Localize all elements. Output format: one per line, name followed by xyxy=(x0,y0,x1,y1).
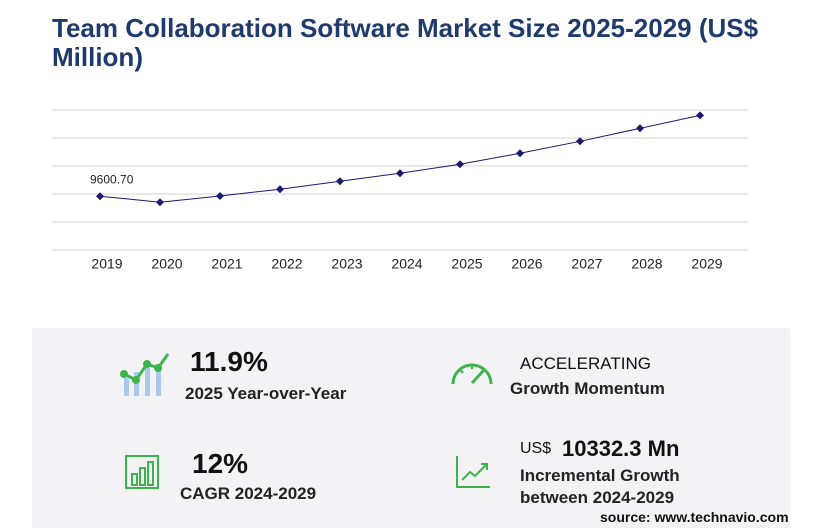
momentum-label: Growth Momentum xyxy=(510,379,665,398)
point xyxy=(276,185,284,194)
point xyxy=(576,137,584,146)
point xyxy=(156,198,164,207)
value-label: 9600.70 xyxy=(90,172,134,186)
growth-icon xyxy=(456,456,490,488)
cagr-value: 12% xyxy=(192,448,249,479)
point xyxy=(336,177,344,186)
source: source: www.technavio.com xyxy=(600,509,789,525)
incremental-label: Incremental Growth xyxy=(520,466,680,485)
point xyxy=(396,169,404,178)
point xyxy=(456,160,464,169)
point xyxy=(96,192,104,201)
chart-title: Team Collaboration Software Market Size … xyxy=(52,13,759,72)
point xyxy=(636,124,644,133)
point xyxy=(696,111,704,120)
x-tick-label: 2025 xyxy=(451,256,482,272)
x-tick-label: 2023 xyxy=(331,256,362,272)
point xyxy=(216,191,224,200)
gauge-icon xyxy=(451,363,493,385)
incremental-value: 10332.3 Mn xyxy=(562,436,680,461)
x-tick-label: 2026 xyxy=(511,256,542,272)
x-tick-label: 2022 xyxy=(271,256,302,272)
x-tick-label: 2019 xyxy=(91,256,122,272)
x-tick-label: 2027 xyxy=(571,256,602,272)
stats-panel xyxy=(32,328,790,528)
cagr-label: CAGR 2024-2029 xyxy=(180,484,317,503)
yoy-icon xyxy=(120,353,170,396)
x-tick-label: 2024 xyxy=(391,256,422,272)
point xyxy=(516,149,524,158)
yoy-label: 2025 Year-over-Year xyxy=(185,384,347,403)
x-tick-label: 2021 xyxy=(211,256,242,272)
incremental-unit: US$ xyxy=(520,440,552,457)
incremental-label-2: between 2024-2029 xyxy=(520,488,675,507)
x-tick-label: 2020 xyxy=(151,256,182,272)
chart: 2019 2020 2021 2022 2023 2024 2025 2026 2027 2028… xyxy=(52,109,748,272)
x-tick-label: 2028 xyxy=(631,256,662,272)
momentum-value: ACCELERATING xyxy=(520,354,651,373)
yoy-value: 11.9% xyxy=(190,346,268,377)
cagr-icon xyxy=(125,455,159,489)
line xyxy=(99,114,701,203)
x-tick-label: 2029 xyxy=(691,256,722,272)
